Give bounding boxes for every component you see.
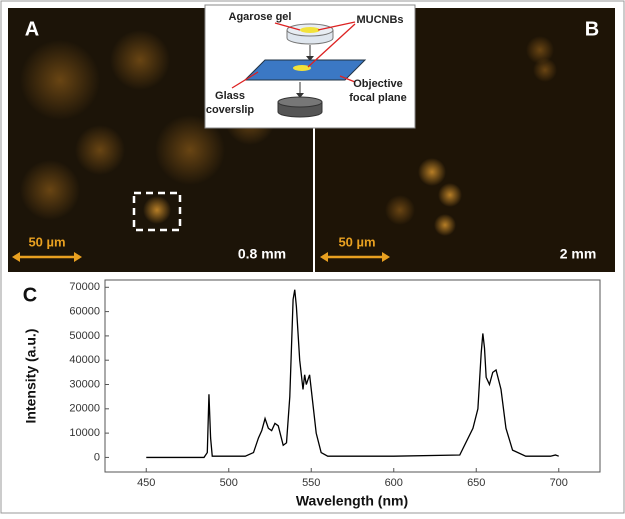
inset-label: MUCNBs: [356, 14, 403, 26]
x-tick-label: 700: [550, 477, 568, 489]
x-tick-label: 500: [220, 477, 238, 489]
inset-label: Glass: [215, 90, 245, 102]
depth-label: 2 mm: [560, 246, 597, 262]
panel-label: A: [25, 18, 39, 40]
spectrum-line: [146, 289, 559, 459]
y-tick-label: 20000: [69, 403, 100, 415]
scale-bar-label: 50 µm: [338, 234, 375, 249]
plot-frame: [104, 279, 601, 473]
x-tick-label: 650: [467, 477, 485, 489]
depth-label: 0.8 mm: [238, 246, 286, 262]
panel-label: B: [585, 18, 599, 40]
x-tick-label: 450: [137, 477, 155, 489]
y-tick-label: 0: [94, 451, 100, 463]
inset-label: Agarose gel: [229, 11, 292, 23]
inset-diagram: [204, 4, 416, 129]
panel-b-image: [315, 8, 615, 272]
x-tick-label: 550: [302, 477, 320, 489]
panel-label: C: [23, 284, 37, 306]
y-axis-label: Intensity (a.u.): [23, 329, 39, 424]
y-tick-label: 10000: [69, 427, 100, 439]
y-tick-label: 70000: [69, 281, 100, 293]
inset-label: focal plane: [349, 92, 406, 104]
x-axis-label: Wavelength (nm): [296, 493, 408, 509]
y-tick-label: 60000: [69, 306, 100, 318]
inset-label: Objective: [353, 78, 403, 90]
inset-label: coverslip: [206, 104, 255, 116]
scale-bar-label: 50 µm: [28, 234, 65, 249]
y-tick-label: 40000: [69, 354, 100, 366]
x-tick-label: 600: [385, 477, 403, 489]
y-tick-label: 30000: [69, 378, 100, 390]
y-tick-label: 50000: [69, 330, 100, 342]
